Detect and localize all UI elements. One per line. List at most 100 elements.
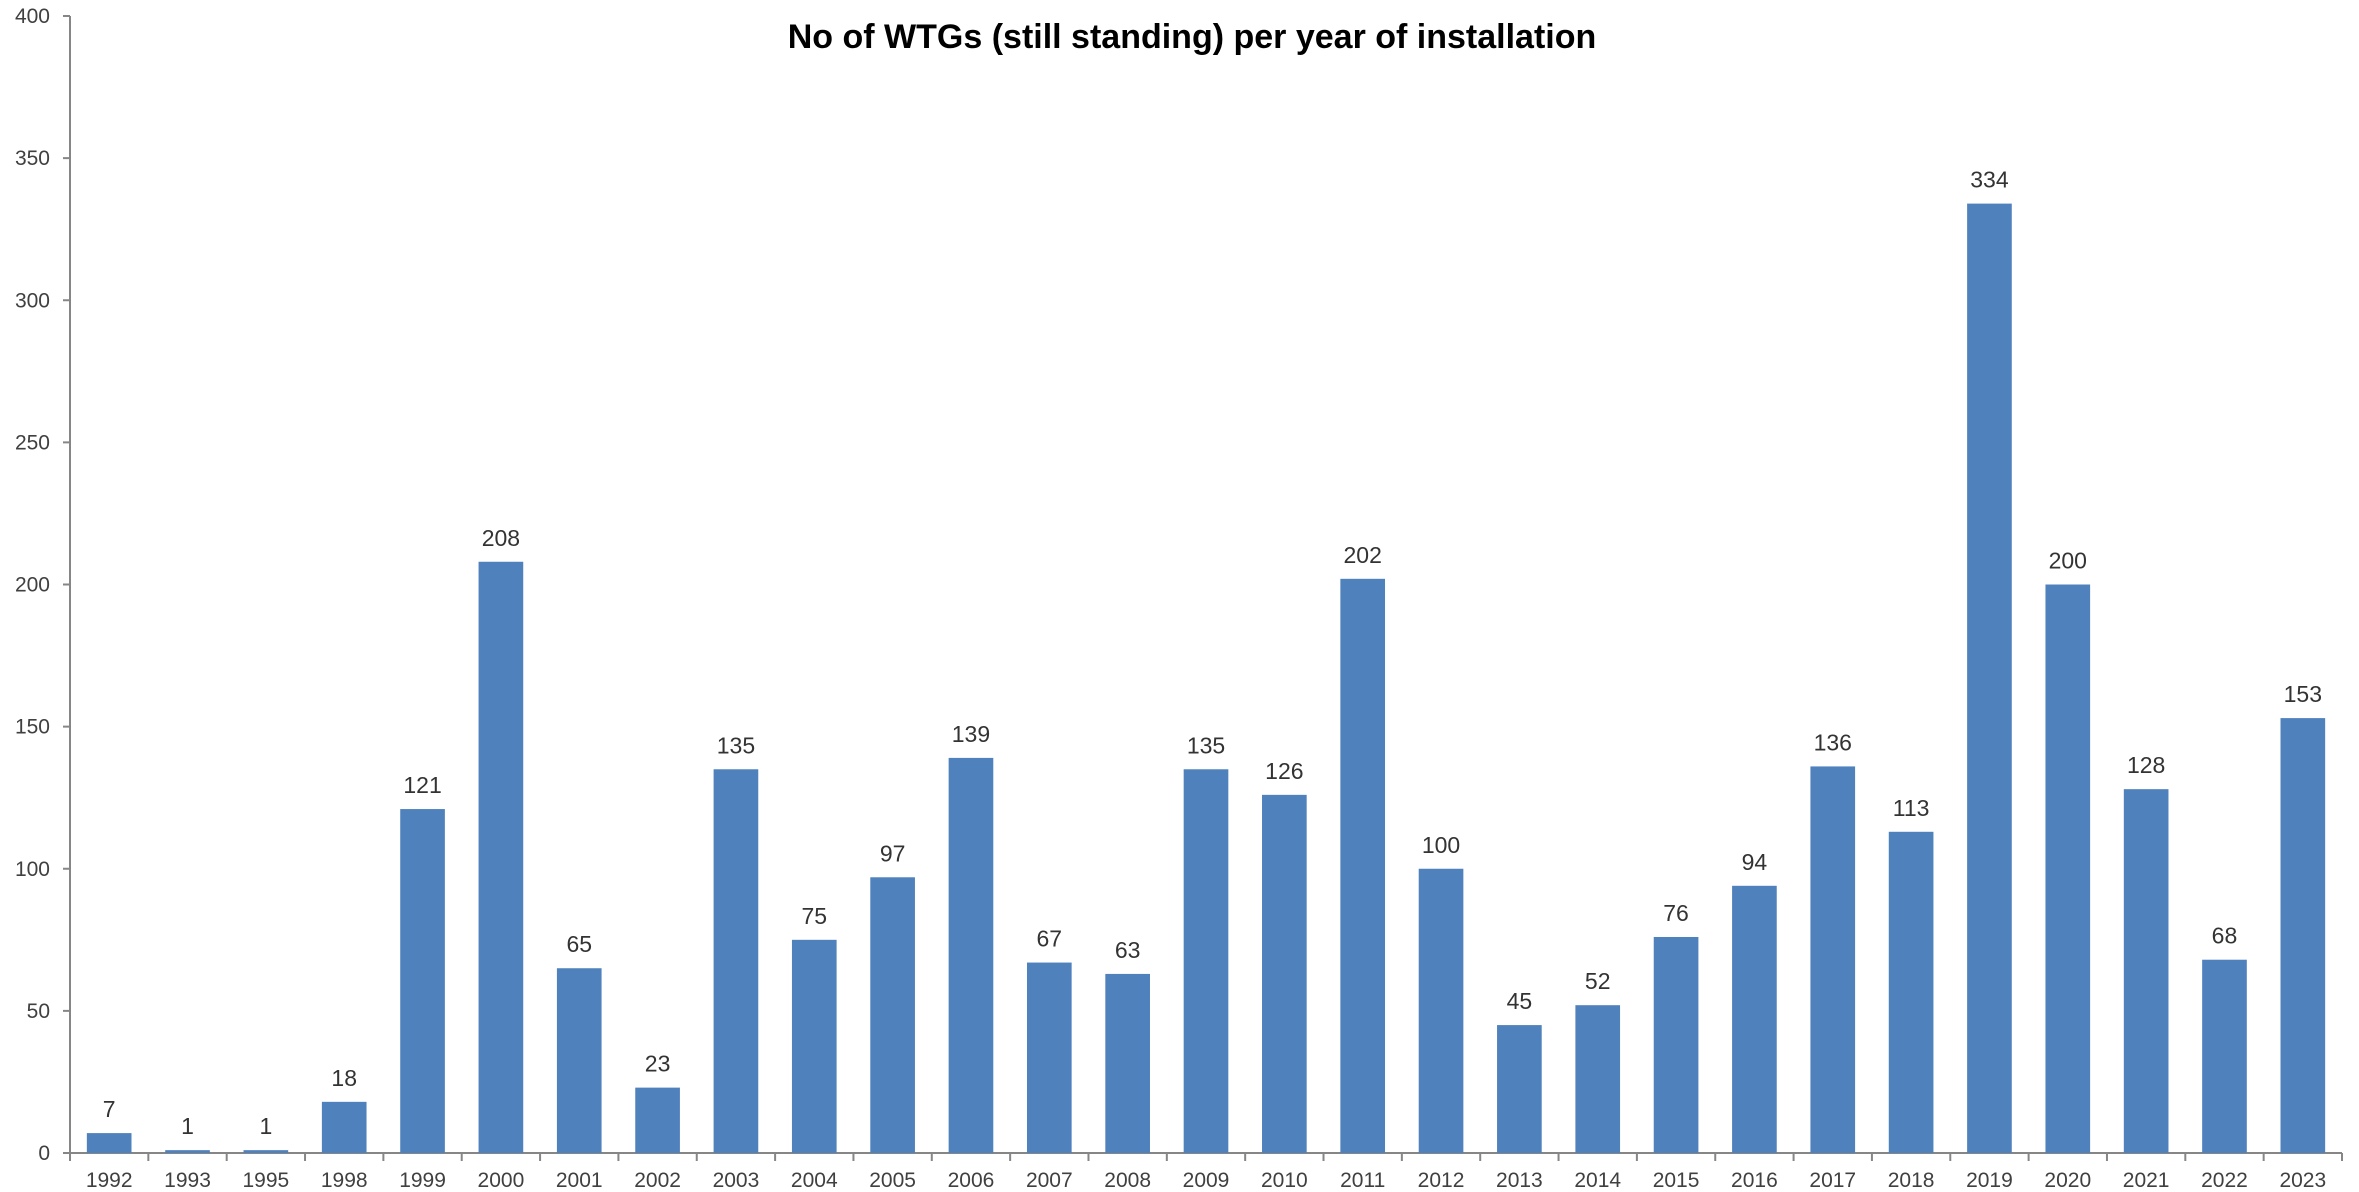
bar bbox=[1497, 1025, 1542, 1153]
x-tick-label: 1999 bbox=[399, 1169, 446, 1192]
bar bbox=[556, 968, 602, 1153]
y-tick-label: 0 bbox=[38, 1142, 50, 1165]
bar bbox=[2280, 718, 2326, 1153]
data-label: 200 bbox=[2049, 548, 2087, 574]
y-axis: 0 50 100 150 200 250 300 350 400 bbox=[15, 5, 71, 1165]
x-tick-label: 1998 bbox=[321, 1169, 368, 1192]
bar bbox=[1967, 203, 2012, 1154]
bar bbox=[1653, 936, 1699, 1153]
bar bbox=[478, 561, 524, 1153]
x-tick-label: 2015 bbox=[1653, 1169, 1700, 1192]
data-label: 97 bbox=[880, 840, 906, 866]
x-tick-label: 2016 bbox=[1731, 1169, 1778, 1192]
bar bbox=[1575, 1005, 1621, 1153]
data-label: 75 bbox=[801, 903, 827, 929]
bar bbox=[2123, 789, 2169, 1153]
x-tick-label: 2018 bbox=[1888, 1169, 1935, 1192]
data-label: 1 bbox=[259, 1113, 272, 1139]
x-tick-label: 2004 bbox=[791, 1169, 838, 1192]
x-tick-label: 2021 bbox=[2123, 1169, 2170, 1192]
data-label: 208 bbox=[482, 525, 520, 551]
x-tick-label: 2010 bbox=[1261, 1169, 1308, 1192]
y-tick-label: 250 bbox=[15, 431, 50, 454]
x-tick-label: 2013 bbox=[1496, 1169, 1543, 1192]
data-label: 7 bbox=[103, 1096, 116, 1122]
bar-series bbox=[86, 203, 2326, 1154]
data-label: 139 bbox=[952, 721, 990, 747]
data-label: 18 bbox=[331, 1065, 357, 1091]
bar bbox=[1105, 973, 1150, 1153]
data-label: 65 bbox=[566, 931, 592, 957]
data-label: 45 bbox=[1507, 988, 1533, 1014]
chart-title: No of WTGs (still standing) per year of … bbox=[788, 18, 1597, 56]
bar bbox=[86, 1133, 132, 1153]
data-label: 334 bbox=[1970, 167, 2009, 193]
x-tick-label: 2019 bbox=[1966, 1169, 2013, 1192]
y-tick-label: 50 bbox=[27, 1000, 50, 1023]
x-tick-label: 2006 bbox=[948, 1169, 995, 1192]
data-label: 100 bbox=[1422, 832, 1460, 858]
data-label: 1 bbox=[181, 1113, 194, 1139]
data-label: 23 bbox=[645, 1051, 671, 1077]
x-tick-label: 1993 bbox=[164, 1169, 211, 1192]
y-tick-label: 350 bbox=[15, 147, 50, 170]
data-label: 76 bbox=[1663, 900, 1689, 926]
bar bbox=[635, 1087, 680, 1153]
bar bbox=[1026, 962, 1072, 1153]
data-label: 63 bbox=[1115, 937, 1141, 963]
x-tick-label: 2020 bbox=[2044, 1169, 2091, 1192]
x-tick-label: 1995 bbox=[243, 1169, 290, 1192]
bar bbox=[1888, 831, 1934, 1153]
y-tick-label: 100 bbox=[15, 858, 50, 881]
y-tick-label: 150 bbox=[15, 716, 50, 739]
x-tick-label: 2001 bbox=[556, 1169, 603, 1192]
x-tick-label: 2000 bbox=[478, 1169, 525, 1192]
x-tick-label: 2003 bbox=[713, 1169, 760, 1192]
x-tick-label: 2009 bbox=[1183, 1169, 1230, 1192]
bar bbox=[2202, 959, 2247, 1153]
data-label: 128 bbox=[2127, 752, 2165, 778]
bar bbox=[2045, 584, 2091, 1153]
bar bbox=[400, 809, 445, 1153]
x-tick-label: 2012 bbox=[1418, 1169, 1465, 1192]
data-label: 202 bbox=[1344, 542, 1382, 568]
data-labels: 7 1 1 18 121 208 65 23 135 75 97 139 67 63 135 126 202 10… bbox=[103, 167, 2322, 1140]
y-tick-label: 200 bbox=[15, 574, 50, 597]
bar bbox=[1418, 868, 1464, 1153]
data-label: 135 bbox=[717, 732, 755, 758]
x-tick-label: 2002 bbox=[634, 1169, 681, 1192]
x-tick-label: 2014 bbox=[1574, 1169, 1621, 1192]
bar bbox=[1262, 794, 1307, 1153]
bar bbox=[713, 769, 759, 1153]
x-tick-label: 2007 bbox=[1026, 1169, 1073, 1192]
data-label: 52 bbox=[1585, 968, 1611, 994]
x-axis: 1992 1993 1995 1998 1999 2000 2001 2002 2003 2004… bbox=[69, 1152, 2343, 1192]
bar bbox=[321, 1101, 367, 1153]
data-label: 68 bbox=[2212, 923, 2238, 949]
x-tick-label: 2005 bbox=[869, 1169, 916, 1192]
bar bbox=[1810, 766, 1856, 1153]
data-label: 67 bbox=[1037, 926, 1063, 952]
bar bbox=[165, 1150, 210, 1153]
bar bbox=[1340, 578, 1386, 1153]
x-tick-label: 2008 bbox=[1104, 1169, 1151, 1192]
bar bbox=[243, 1150, 289, 1153]
data-label: 153 bbox=[2284, 681, 2322, 707]
x-tick-label: 2022 bbox=[2201, 1169, 2248, 1192]
x-tick-label: 2017 bbox=[1809, 1169, 1856, 1192]
data-label: 136 bbox=[1814, 729, 1852, 755]
bar bbox=[791, 939, 837, 1153]
bar bbox=[1183, 769, 1229, 1153]
x-tick-label: 1992 bbox=[86, 1169, 133, 1192]
y-tick-label: 300 bbox=[15, 289, 50, 312]
x-tick-label: 2011 bbox=[1340, 1169, 1385, 1192]
data-label: 113 bbox=[1893, 795, 1930, 821]
bar bbox=[870, 877, 915, 1153]
bar bbox=[1732, 885, 1777, 1153]
y-tick-label: 400 bbox=[15, 5, 50, 28]
data-label: 94 bbox=[1742, 849, 1768, 875]
bar bbox=[948, 757, 994, 1153]
data-label: 135 bbox=[1187, 732, 1225, 758]
data-label: 121 bbox=[403, 772, 441, 798]
